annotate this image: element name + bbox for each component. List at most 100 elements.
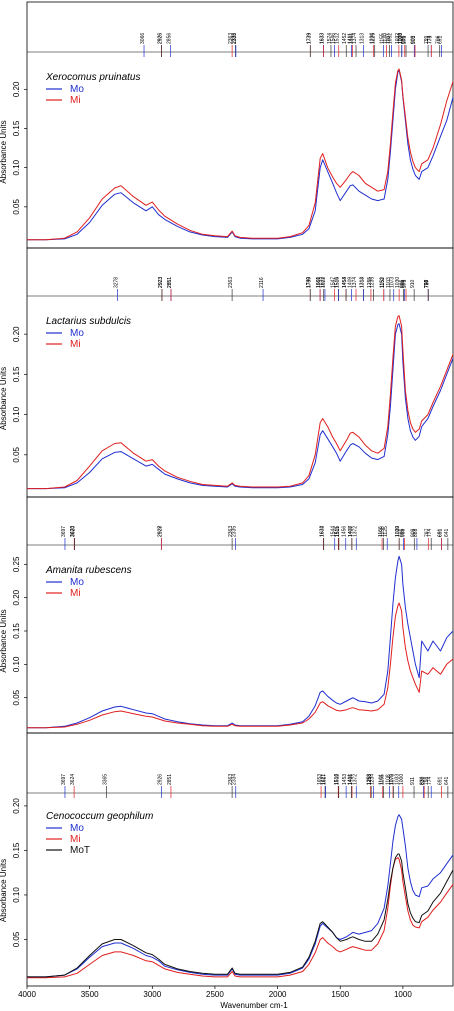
legend-label-Mo: Mo [70, 577, 84, 588]
peak-label: 691 [438, 528, 444, 537]
y-tick-label: 0.05 [12, 931, 21, 947]
sample-title: Amanita rubescens [45, 565, 132, 576]
peak-label: 1740 [306, 277, 312, 288]
x-tick-label: 2000 [269, 990, 287, 999]
peak-label: 1008 [398, 33, 404, 44]
peak-label: 995 [400, 279, 406, 288]
peak-label: 2926 [158, 774, 164, 785]
peak-label: 798 [424, 776, 430, 785]
x-tick-label: 4000 [18, 990, 36, 999]
peak-label: 2116 [259, 277, 265, 288]
peak-label: 1634 [319, 526, 325, 537]
series-line-Mi [27, 68, 454, 241]
peak-label: 1452 [342, 33, 348, 44]
y-tick-label: 0.20 [12, 589, 21, 605]
peak-label: 1653 [317, 774, 323, 785]
peak-label: 1255 [367, 277, 373, 288]
peak-label: 1453 [342, 277, 348, 288]
peak-label: 1374 [352, 277, 358, 288]
series-line-Mo [27, 323, 454, 490]
peak-label: 836 [419, 776, 425, 785]
peak-label: 995 [400, 528, 406, 537]
y-axis-title: Absorbance Units [0, 609, 8, 672]
peak-label: 1453 [342, 774, 348, 785]
peak-label: 1156 [379, 526, 385, 537]
peak-label: 1406 [348, 774, 354, 785]
peak-label: 1000 [399, 774, 405, 785]
peak-label: 1514 [335, 277, 341, 288]
peak-label: 975 [402, 279, 408, 288]
peak-label: 641 [444, 528, 450, 537]
peak-label: 641 [444, 776, 450, 785]
peak-label: 797 [424, 279, 430, 288]
peak-label: 2335 [232, 526, 238, 537]
peak-label: 2926 [158, 33, 164, 44]
peak-label: 3365 [103, 774, 109, 785]
peak-label: 1225 [371, 33, 377, 44]
peak-label: 1411 [347, 774, 353, 785]
sample-title: Xerocomus pruinatus [45, 72, 141, 83]
peak-label: 2928 [157, 526, 163, 537]
peak-label: 1079 [389, 774, 395, 785]
legend-label-Mo: Mo [70, 328, 84, 339]
panel-frame [26, 732, 454, 987]
peak-label: 1152 [380, 277, 386, 288]
peak-label: 798 [424, 279, 430, 288]
peak-label: 1632 [320, 526, 326, 537]
y-tick-label: 0.15 [12, 623, 21, 639]
peak-label: 2923 [158, 277, 164, 288]
peak-label: 1661 [316, 277, 322, 288]
peak-label: 975 [402, 35, 408, 44]
peak-label: 1512 [335, 33, 341, 44]
peak-label: 691 [438, 528, 444, 537]
peak-label: 910 [410, 279, 416, 288]
peak-label: 1108 [385, 774, 391, 785]
peak-label: 2363 [228, 33, 234, 44]
x-tick-label: 3000 [143, 990, 161, 999]
peak-label: 1515 [334, 277, 340, 288]
peak-label: 909 [410, 35, 416, 44]
peak-label: 1234 [370, 774, 376, 785]
peak-label: 1739 [306, 277, 312, 288]
y-tick-label: 0.25 [12, 556, 21, 572]
series-line-Mo [27, 555, 454, 729]
y-tick-label: 0.15 [12, 366, 21, 382]
peak-label: 2923 [158, 277, 164, 288]
peak-label: 1076 [389, 774, 395, 785]
series-line-MoT [27, 853, 454, 978]
peak-label: 798 [424, 279, 430, 288]
y-tick-label: 0.20 [12, 326, 21, 342]
peak-label: 1546 [331, 33, 337, 44]
peak-label: 1258 [367, 774, 373, 785]
peak-label: 3623 [70, 526, 76, 537]
peak-label: 1617 [322, 774, 328, 785]
peak-label: 1633 [320, 33, 326, 44]
peak-label: 1166 [378, 526, 384, 537]
peak-label: 903 [411, 35, 417, 44]
y-tick-label: 0.20 [12, 798, 21, 814]
sample-title: Cenococcum geophilum [46, 811, 153, 822]
legend-label-Mo: Mo [70, 823, 84, 834]
peak-label: 1374 [352, 33, 358, 44]
y-tick-label: 0.05 [12, 446, 21, 462]
series-line-Mi [27, 857, 454, 979]
peak-label: 2363 [228, 277, 234, 288]
peak-label: 1155 [380, 33, 386, 44]
peak-label: 1314 [360, 277, 366, 288]
peak-label: 2363 [228, 774, 234, 785]
peak-label: 985 [401, 35, 407, 44]
peak-label: 1739 [306, 33, 312, 44]
peak-label: 1512 [335, 774, 341, 785]
peak-label: 1032 [395, 33, 401, 44]
peak-label: 3278 [114, 277, 120, 288]
peak-label: 1125 [383, 526, 389, 537]
peak-label: 1030 [395, 526, 401, 537]
sample-title: Lactarius subdulcis [46, 316, 131, 327]
peak-label: 1633 [320, 33, 326, 44]
series-line-Mi [27, 602, 454, 729]
peak-label: 1544 [331, 526, 337, 537]
peak-label: 2856 [166, 33, 172, 44]
peak-label: 2334 [232, 774, 238, 785]
